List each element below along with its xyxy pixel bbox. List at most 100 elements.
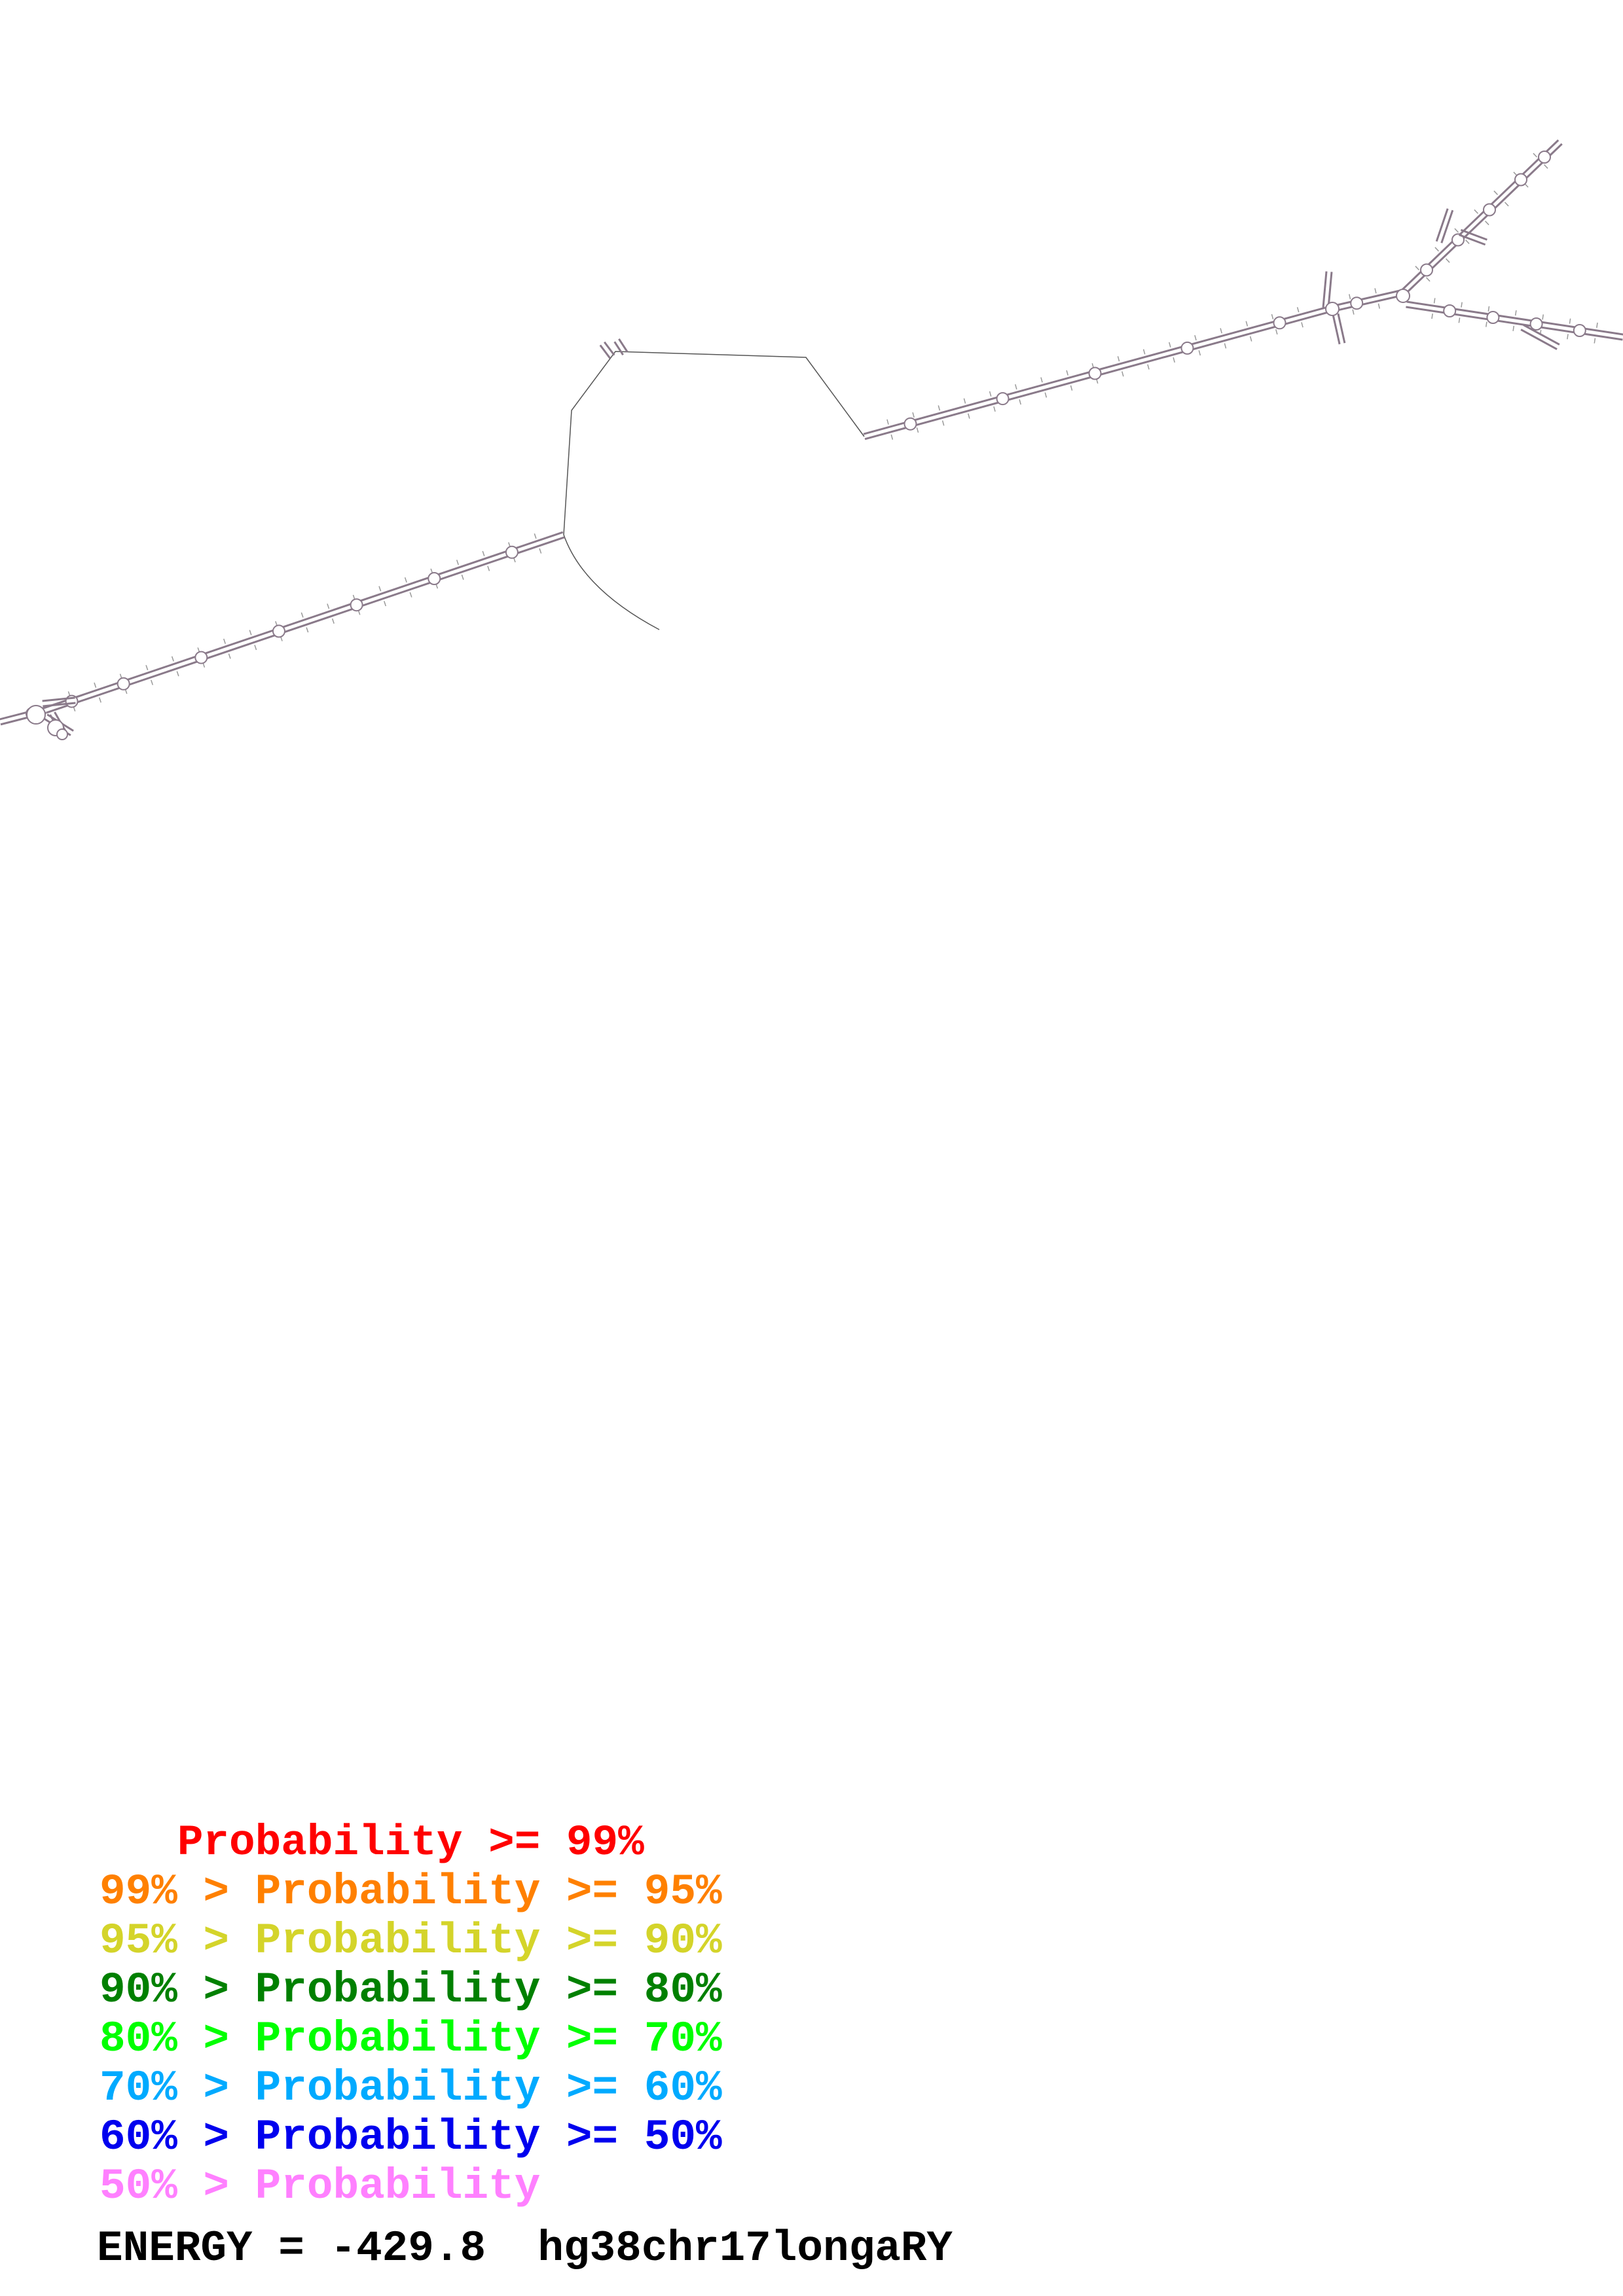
internal-loop [1180, 341, 1194, 355]
base-tick [1377, 303, 1380, 309]
multiloop [1396, 289, 1410, 303]
base-tick [1147, 364, 1150, 370]
base-tick [487, 565, 490, 571]
base-tick [968, 413, 970, 419]
base-tick [1543, 164, 1548, 169]
hairpin-loop [56, 728, 68, 740]
internal-loop [1486, 311, 1500, 324]
base-tick [384, 601, 386, 607]
base-tick [989, 391, 992, 397]
legend-row: 99% > Probability >= 95% [100, 1871, 722, 1914]
base-tick [1512, 325, 1515, 331]
internal-loop [117, 677, 130, 691]
base-tick [963, 398, 966, 404]
base-tick [249, 630, 252, 636]
base-tick [1425, 277, 1431, 282]
base-tick [223, 638, 226, 644]
base-tick [1015, 384, 1017, 390]
legend-label: Probability >= 99% [177, 1818, 644, 1867]
base-tick [145, 665, 149, 671]
base-tick [1569, 318, 1571, 324]
energy-line: ENERGY = -429.8 hg38chr17longaRY [97, 2224, 953, 2273]
base-tick [1465, 240, 1470, 244]
internal-loop [1350, 296, 1364, 310]
base-tick [1245, 321, 1249, 327]
legend-row: 70% > Probability >= 60% [100, 2067, 722, 2110]
energy-label: ENERGY = -429.8 [97, 2224, 486, 2273]
stem-strand [1460, 228, 1487, 241]
base-tick [1567, 334, 1569, 340]
base-tick [1484, 221, 1489, 226]
base-tick [1220, 328, 1222, 334]
base-tick [534, 533, 537, 539]
internal-loop [996, 392, 1010, 406]
base-tick [94, 682, 97, 688]
base-tick [151, 679, 154, 685]
base-tick [1352, 309, 1355, 315]
internal-loop [350, 598, 363, 612]
stem-strand [1406, 300, 1623, 336]
legend-label: Probability >= 80% [255, 1965, 722, 2015]
base-tick [1169, 342, 1171, 348]
stem-strand [43, 702, 76, 708]
base-tick [1485, 321, 1487, 327]
base-tick [1349, 294, 1351, 300]
stem-strand [599, 344, 611, 359]
base-tick [456, 560, 459, 565]
legend-prefix: 99% > [100, 1867, 255, 1916]
base-tick [1122, 371, 1124, 377]
legend-prefix: 90% > [100, 1965, 255, 2015]
base-tick [1454, 228, 1459, 233]
base-tick [1275, 329, 1278, 335]
base-tick [1117, 356, 1120, 362]
base-tick [1594, 338, 1596, 344]
base-tick [306, 627, 309, 633]
base-tick [482, 550, 485, 556]
base-tick [378, 586, 382, 592]
base-tick [1474, 209, 1479, 214]
legend-prefix [100, 1818, 177, 1867]
stem-strand [1332, 314, 1341, 345]
legend-label: Probability >= 50% [255, 2113, 722, 2162]
base-tick [301, 612, 304, 618]
legend-row: 80% > Probability >= 70% [100, 2018, 722, 2061]
internal-loop [1451, 233, 1465, 247]
internal-loop [194, 651, 208, 664]
legend-prefix: 70% > [100, 2064, 255, 2113]
base-tick [461, 574, 464, 580]
multiloop [1325, 302, 1340, 316]
internal-loop [272, 624, 285, 638]
base-tick [1044, 392, 1048, 398]
multiloop [26, 705, 46, 725]
base-tick [1173, 357, 1175, 363]
legend-prefix: 50% > [100, 2162, 255, 2211]
base-tick [254, 645, 257, 651]
base-tick [1271, 314, 1274, 319]
stem-strand [46, 536, 565, 714]
base-tick [1066, 370, 1068, 376]
base-tick [171, 656, 174, 662]
legend-row: 95% > Probability >= 90% [100, 1920, 722, 1963]
stem-strand [45, 531, 564, 709]
base-tick [916, 427, 919, 433]
base-tick [1461, 302, 1463, 308]
internal-loop [428, 572, 441, 585]
legend-prefix: 95% > [100, 1916, 255, 1965]
base-tick [941, 420, 945, 426]
internal-loop [1443, 304, 1457, 317]
base-tick [1487, 306, 1490, 312]
internal-loop [1273, 316, 1286, 330]
base-tick [1374, 288, 1377, 294]
base-tick [98, 697, 101, 703]
base-tick [1533, 152, 1538, 158]
base-tick [1249, 336, 1252, 342]
backbone-linker [563, 351, 865, 535]
spacer [486, 2224, 538, 2273]
stem-strand [1523, 324, 1560, 346]
base-tick [1198, 350, 1201, 356]
base-tick [938, 405, 941, 411]
internal-loop [1529, 317, 1543, 331]
base-tick [409, 592, 412, 598]
base-tick [890, 434, 894, 440]
base-tick [539, 548, 542, 554]
